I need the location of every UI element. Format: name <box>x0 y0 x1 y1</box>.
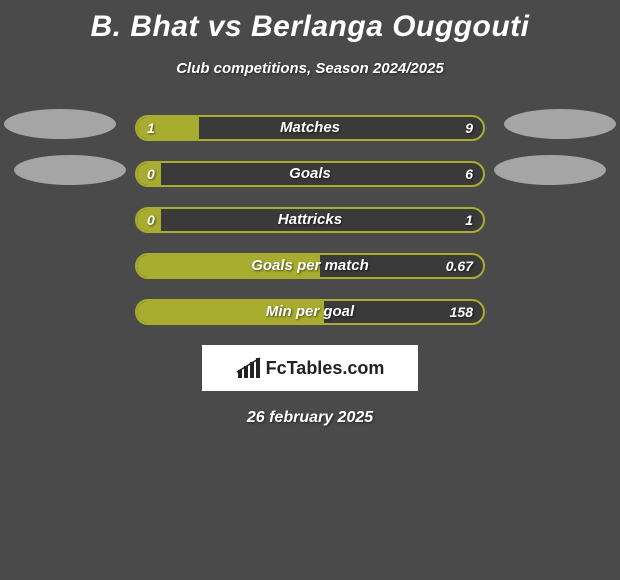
brand-suffix: .com <box>342 358 384 378</box>
brand-text: FcTables.com <box>266 358 385 379</box>
stat-row: 1 Matches 9 <box>0 105 620 151</box>
page-subtitle: Club competitions, Season 2024/2025 <box>0 60 620 77</box>
stats-stage: 1 Matches 9 0 Goals 6 0 Hat <box>0 105 620 335</box>
stat-row: Goals per match 0.67 <box>0 243 620 289</box>
stat-label: Matches <box>137 117 483 139</box>
stat-row: 0 Hattricks 1 <box>0 197 620 243</box>
stat-right-value: 0.67 <box>446 255 473 277</box>
comparison-infographic: B. Bhat vs Berlanga Ouggouti Club compet… <box>0 0 620 580</box>
stat-right-value: 158 <box>450 301 473 323</box>
date-text: 26 february 2025 <box>0 409 620 427</box>
brand-name: FcTables <box>266 358 343 378</box>
player-oval-left <box>4 109 116 139</box>
player-oval-right <box>494 155 606 185</box>
stat-right-value: 1 <box>465 209 473 231</box>
stat-bar: 1 Matches 9 <box>135 115 485 141</box>
stat-bar: 0 Goals 6 <box>135 161 485 187</box>
stat-bar: 0 Hattricks 1 <box>135 207 485 233</box>
stat-label: Goals <box>137 163 483 185</box>
stat-bar: Min per goal 158 <box>135 299 485 325</box>
stat-right-value: 9 <box>465 117 473 139</box>
stat-row: Min per goal 158 <box>0 289 620 335</box>
player-oval-left <box>14 155 126 185</box>
player-oval-right <box>504 109 616 139</box>
stat-label: Goals per match <box>137 255 483 277</box>
stat-bar: Goals per match 0.67 <box>135 253 485 279</box>
stat-label: Min per goal <box>137 301 483 323</box>
stat-row: 0 Goals 6 <box>0 151 620 197</box>
stat-label: Hattricks <box>137 209 483 231</box>
bar-chart-icon <box>236 356 262 380</box>
page-title: B. Bhat vs Berlanga Ouggouti <box>0 0 620 44</box>
stat-right-value: 6 <box>465 163 473 185</box>
brand-logo: FcTables.com <box>202 345 418 391</box>
